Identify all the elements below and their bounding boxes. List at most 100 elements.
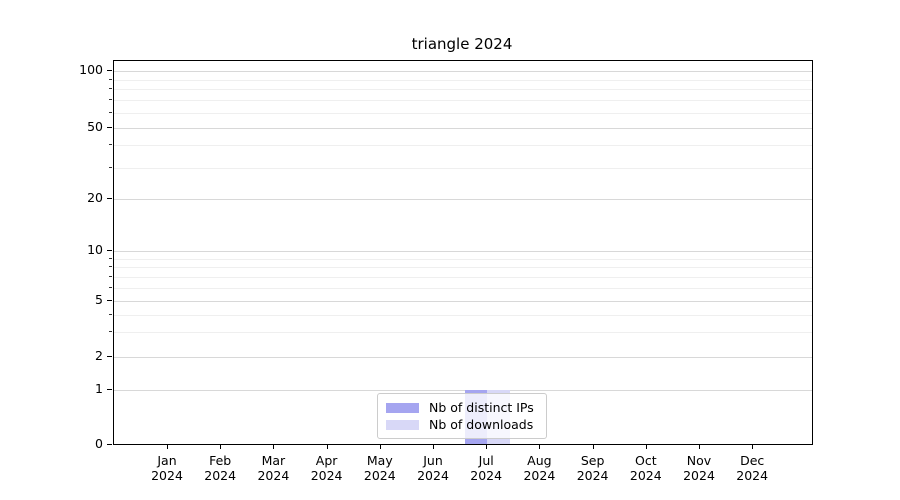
y-gridline	[114, 113, 812, 114]
y-tick-mark	[109, 79, 112, 80]
x-tick-mark	[379, 444, 381, 449]
y-tick-label: 20	[87, 190, 103, 205]
x-tick-label: Jan 2024	[137, 453, 197, 483]
y-tick-mark	[107, 443, 112, 445]
x-tick-month: Sep	[580, 453, 605, 468]
y-gridline	[114, 259, 812, 260]
x-tick-mark	[433, 444, 434, 449]
x-tick-month: Jun	[423, 453, 443, 468]
x-tick-mark	[326, 444, 328, 449]
x-tick-year: 2024	[736, 468, 769, 483]
y-tick-label: 2	[95, 348, 103, 363]
x-tick-year: 2024	[470, 468, 503, 483]
x-tick-year: 2024	[629, 468, 662, 483]
y-tick-mark	[107, 250, 112, 251]
x-tick-year: 2024	[576, 468, 609, 483]
x-tick-label: Aug 2024	[509, 453, 569, 483]
y-gridline	[114, 80, 812, 81]
x-tick-month: Jan	[157, 453, 177, 468]
x-tick-label: May 2024	[350, 453, 410, 483]
y-tick-mark	[109, 287, 112, 288]
x-tick-label: Feb 2024	[190, 453, 250, 483]
y-gridline	[114, 251, 812, 252]
y-tick-label: 50	[87, 119, 103, 134]
legend-item-label: Nb of distinct IPs	[429, 400, 534, 415]
y-gridline	[114, 332, 812, 333]
y-tick-label: 100	[79, 62, 103, 77]
y-gridline	[114, 315, 812, 316]
legend-swatch	[386, 419, 419, 430]
y-tick-mark	[109, 276, 112, 277]
y-tick-mark	[107, 388, 112, 390]
x-tick-label: Jul 2024	[456, 453, 516, 483]
legend: Nb of distinct IPs Nb of downloads	[377, 393, 547, 439]
x-tick-year: 2024	[257, 468, 290, 483]
x-tick-year: 2024	[683, 468, 715, 483]
y-tick-mark	[107, 70, 112, 71]
y-gridline	[114, 267, 812, 268]
y-gridline	[114, 71, 812, 72]
x-tick-label: Nov 2024	[669, 453, 729, 483]
x-tick-label: Apr 2024	[297, 453, 357, 483]
x-tick-year: 2024	[363, 468, 396, 483]
x-tick-year: 2024	[523, 468, 556, 483]
x-tick-label: Sep 2024	[563, 453, 623, 483]
x-tick-mark	[645, 444, 647, 449]
x-tick-mark	[699, 444, 700, 449]
x-tick-month: Nov	[686, 453, 712, 468]
x-tick-month: Feb	[209, 453, 232, 468]
chart-title: triangle 2024	[411, 35, 513, 53]
y-tick-mark	[107, 356, 112, 357]
y-tick-mark	[109, 99, 112, 100]
x-tick-label: Jun 2024	[403, 453, 463, 483]
y-tick-mark	[109, 167, 112, 168]
y-tick-mark	[107, 127, 112, 128]
y-gridline	[114, 288, 812, 289]
x-tick-month: Apr	[315, 453, 338, 468]
plot-area	[113, 60, 813, 445]
y-tick-mark	[109, 258, 112, 259]
y-tick-mark	[109, 144, 112, 145]
y-tick-mark	[107, 198, 112, 199]
legend-item: Nb of distinct IPs	[386, 399, 538, 416]
y-gridline	[114, 301, 812, 302]
legend-swatch	[386, 402, 419, 413]
x-tick-month: May	[366, 453, 393, 468]
y-gridline	[114, 128, 812, 129]
y-gridline	[114, 89, 812, 90]
y-gridline	[114, 199, 812, 200]
y-tick-label: 10	[87, 242, 103, 257]
y-gridline	[114, 389, 812, 391]
y-tick-mark	[109, 88, 112, 89]
y-tick-mark	[107, 300, 112, 301]
x-tick-label: Mar 2024	[243, 453, 303, 483]
legend-item: Nb of downloads	[386, 416, 538, 433]
y-tick-mark	[109, 266, 112, 267]
x-tick-month: Aug	[527, 453, 552, 468]
x-tick-month: Jul	[478, 453, 494, 468]
x-tick-year: 2024	[310, 468, 343, 483]
x-tick-mark	[539, 444, 541, 449]
x-tick-mark	[167, 444, 168, 449]
y-gridline	[114, 277, 812, 278]
y-tick-mark	[109, 314, 112, 315]
x-tick-mark	[486, 444, 488, 449]
y-tick-label: 5	[95, 292, 103, 307]
x-tick-month: Dec	[740, 453, 765, 468]
x-tick-mark	[752, 444, 754, 449]
y-gridline	[114, 100, 812, 101]
x-tick-mark	[273, 444, 275, 449]
x-tick-label: Dec 2024	[722, 453, 782, 483]
x-tick-month: Oct	[634, 453, 657, 468]
y-tick-mark	[109, 331, 112, 332]
y-gridline	[114, 168, 812, 169]
legend-item-label: Nb of downloads	[429, 417, 534, 432]
x-tick-mark	[220, 444, 222, 449]
x-tick-label: Oct 2024	[616, 453, 676, 483]
x-tick-year: 2024	[204, 468, 237, 483]
y-gridline	[114, 145, 812, 146]
y-tick-label: 0	[95, 435, 103, 451]
x-tick-month: Mar	[261, 453, 286, 468]
x-tick-year: 2024	[417, 468, 449, 483]
